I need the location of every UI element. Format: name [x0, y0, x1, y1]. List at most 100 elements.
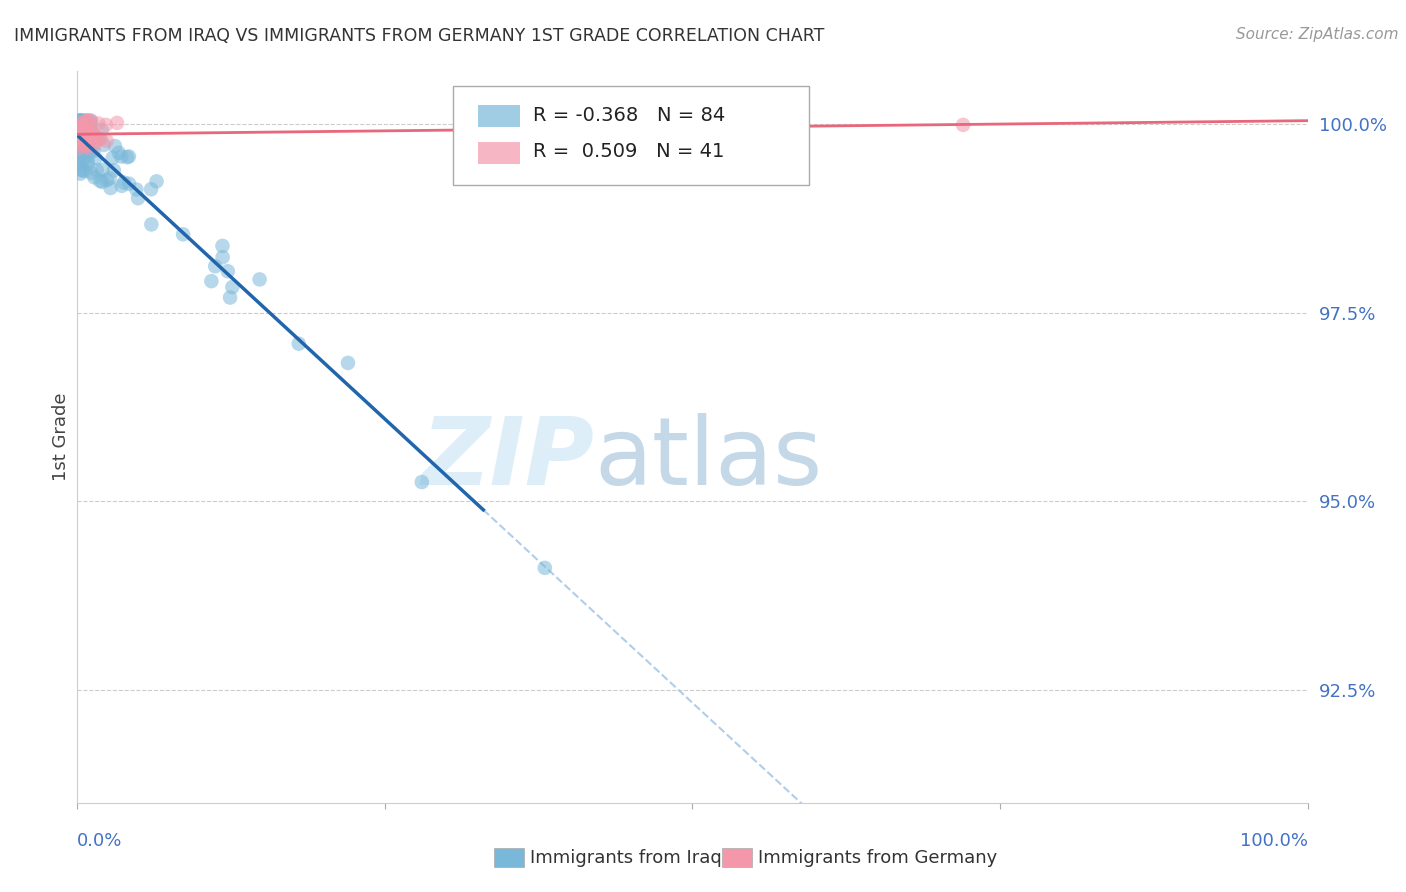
Point	[411, 475, 433, 489]
Text: Immigrants from Germany: Immigrants from Germany	[758, 848, 997, 867]
Point	[534, 561, 557, 575]
Point	[72, 123, 94, 137]
Point	[90, 123, 112, 137]
Point	[90, 132, 112, 146]
Point	[91, 162, 114, 177]
Point	[100, 181, 122, 195]
Point	[952, 118, 974, 132]
Point	[72, 122, 94, 136]
Point	[72, 115, 94, 129]
Point	[89, 174, 111, 188]
Point	[96, 173, 118, 187]
Point	[79, 113, 101, 128]
Point	[69, 128, 91, 142]
Point	[69, 157, 91, 171]
Point	[118, 177, 141, 191]
Point	[67, 130, 90, 145]
Point	[67, 117, 90, 131]
Text: atlas: atlas	[595, 413, 823, 505]
Point	[72, 163, 94, 178]
Point	[73, 164, 96, 178]
Point	[82, 144, 104, 158]
Point	[69, 113, 91, 128]
Point	[104, 139, 127, 153]
Point	[73, 115, 96, 129]
Point	[288, 336, 311, 351]
Point	[73, 144, 96, 158]
Point	[94, 118, 117, 132]
Point	[80, 124, 103, 138]
Point	[67, 119, 90, 133]
Point	[69, 130, 91, 145]
Point	[101, 151, 124, 165]
Point	[83, 128, 105, 142]
Point	[89, 131, 111, 145]
Point	[80, 132, 103, 146]
Point	[86, 163, 108, 178]
Point	[67, 150, 90, 164]
Point	[84, 151, 107, 165]
Point	[67, 136, 90, 151]
Point	[67, 117, 90, 131]
Point	[91, 175, 114, 189]
Text: IMMIGRANTS FROM IRAQ VS IMMIGRANTS FROM GERMANY 1ST GRADE CORRELATION CHART: IMMIGRANTS FROM IRAQ VS IMMIGRANTS FROM …	[14, 27, 824, 45]
Point	[67, 125, 90, 139]
Point	[76, 114, 98, 128]
Point	[211, 239, 233, 253]
Point	[66, 142, 89, 156]
Point	[70, 116, 93, 130]
Point	[77, 148, 100, 162]
Point	[83, 170, 105, 185]
Point	[107, 145, 129, 160]
Point	[204, 259, 226, 273]
Point	[72, 154, 94, 169]
Point	[127, 191, 149, 205]
Point	[139, 182, 162, 196]
Point	[75, 136, 97, 151]
Point	[200, 274, 222, 288]
Point	[67, 117, 90, 131]
Point	[80, 128, 103, 143]
FancyBboxPatch shape	[723, 848, 752, 867]
Point	[83, 137, 105, 152]
Point	[87, 116, 110, 130]
Point	[69, 138, 91, 153]
Point	[125, 183, 148, 197]
Point	[79, 144, 101, 158]
Point	[111, 178, 134, 193]
Point	[77, 131, 100, 145]
Point	[70, 163, 93, 178]
Text: Immigrants from Iraq: Immigrants from Iraq	[530, 848, 721, 867]
Point	[172, 227, 194, 242]
Point	[110, 149, 132, 163]
Point	[73, 136, 96, 151]
Point	[103, 163, 125, 178]
Point	[80, 132, 103, 146]
Point	[115, 150, 138, 164]
Point	[83, 128, 105, 143]
FancyBboxPatch shape	[495, 848, 524, 867]
Point	[217, 264, 239, 278]
Point	[67, 128, 90, 143]
Point	[211, 250, 233, 264]
Point	[73, 125, 96, 139]
FancyBboxPatch shape	[478, 142, 520, 163]
Text: R =  0.509   N = 41: R = 0.509 N = 41	[533, 143, 724, 161]
Point	[86, 134, 108, 148]
Point	[221, 280, 243, 294]
Point	[69, 134, 91, 148]
Point	[72, 121, 94, 136]
Point	[69, 167, 91, 181]
Point	[67, 121, 90, 136]
Point	[80, 114, 103, 128]
Point	[84, 129, 107, 144]
Point	[118, 149, 141, 163]
Point	[70, 137, 93, 152]
Point	[70, 132, 93, 146]
Point	[67, 114, 90, 128]
Point	[219, 291, 242, 305]
Point	[76, 134, 98, 148]
Point	[72, 113, 94, 128]
Text: Source: ZipAtlas.com: Source: ZipAtlas.com	[1236, 27, 1399, 42]
Point	[72, 120, 94, 135]
